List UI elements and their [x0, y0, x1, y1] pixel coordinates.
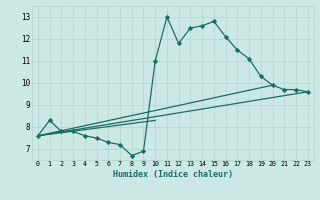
X-axis label: Humidex (Indice chaleur): Humidex (Indice chaleur)	[113, 170, 233, 179]
